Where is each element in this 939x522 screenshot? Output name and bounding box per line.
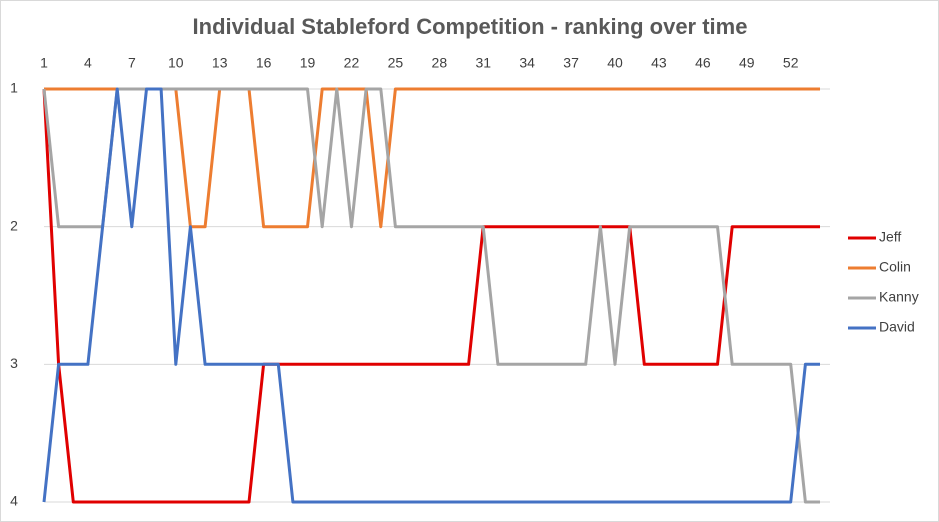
legend-label: Kanny	[879, 289, 919, 305]
x-tick-label: 1	[40, 55, 48, 71]
x-tick-label: 25	[388, 55, 404, 71]
y-tick-label: 2	[10, 217, 18, 233]
series-line	[42, 88, 820, 504]
y-tick-label: 4	[10, 493, 18, 509]
x-tick-label: 49	[739, 55, 755, 71]
x-tick-label: 46	[695, 55, 711, 71]
x-tick-label: 28	[432, 55, 448, 71]
chart-title: Individual Stableford Competition - rank…	[193, 14, 748, 39]
x-tick-label: 40	[607, 55, 623, 71]
x-tick-label: 13	[212, 55, 228, 71]
x-tick-label: 52	[783, 55, 799, 71]
y-tick-label: 3	[10, 355, 18, 371]
legend-label: David	[879, 319, 915, 335]
x-tick-label: 7	[128, 55, 136, 71]
x-tick-label: 16	[256, 55, 272, 71]
x-tick-label: 43	[651, 55, 667, 71]
x-tick-label: 10	[168, 55, 184, 71]
x-tick-label: 34	[519, 55, 535, 71]
series-line	[42, 87, 820, 504]
legend-label: Colin	[879, 259, 911, 275]
x-tick-label: 19	[300, 55, 316, 71]
legend-label: Jeff	[879, 229, 901, 245]
x-tick-label: 31	[475, 55, 491, 71]
x-tick-label: 37	[563, 55, 579, 71]
y-tick-label: 1	[10, 80, 18, 96]
series-line	[42, 87, 820, 504]
x-tick-label: 4	[84, 55, 92, 71]
x-tick-label: 22	[344, 55, 360, 71]
